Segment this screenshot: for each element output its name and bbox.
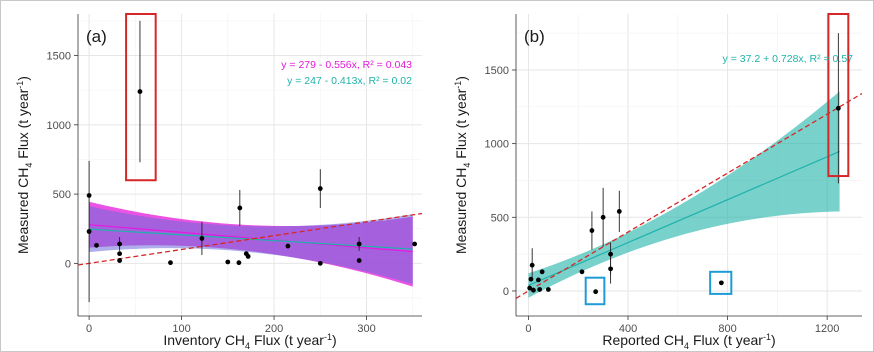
y-tick-label: 500 — [53, 189, 71, 201]
data-point — [237, 205, 243, 211]
data-point — [835, 105, 841, 111]
highlight-box — [709, 270, 733, 295]
data-point — [589, 228, 595, 233]
data-point — [608, 251, 613, 257]
x-tick-label: 300 — [357, 323, 375, 335]
data-point — [356, 258, 362, 263]
data-point — [117, 251, 123, 257]
y-tick-label: 1500 — [485, 65, 509, 77]
data-point — [225, 259, 231, 265]
confidence-band — [528, 91, 840, 298]
data-point — [168, 260, 173, 266]
data-point — [536, 277, 541, 283]
panel-label: (b) — [524, 27, 545, 46]
data-point — [545, 287, 551, 292]
data-point — [579, 269, 585, 275]
regression-equation: y = 247 - 0.413x, R² = 0.02 — [287, 75, 412, 87]
data-point — [527, 285, 533, 291]
regression-equation: y = 37.2 + 0.728x, R² = 0.57 — [723, 53, 854, 65]
data-point — [117, 258, 123, 263]
y-tick-label: 1000 — [47, 120, 71, 132]
y-tick-label: 500 — [491, 212, 509, 224]
x-axis-label: Reported CH4 Flux (t year-1) — [602, 332, 775, 351]
data-point — [528, 276, 534, 282]
data-point — [356, 241, 362, 247]
data-point — [531, 287, 536, 293]
data-point — [608, 266, 613, 272]
data-point — [537, 287, 543, 292]
data-point — [236, 260, 242, 266]
data-point — [593, 289, 599, 295]
y-axis-label: Measured CH4 Flux (t year-1) — [453, 76, 472, 254]
x-tick-label: 0 — [525, 323, 531, 335]
highlight-box — [125, 13, 157, 182]
y-tick-label: 1000 — [485, 139, 509, 151]
fit-line — [528, 150, 840, 287]
y-axis-label: Measured CH4 Flux (t year-1) — [15, 76, 34, 254]
data-point — [539, 269, 545, 275]
data-point — [199, 236, 205, 241]
plot-area — [78, 20, 422, 303]
data-point — [137, 89, 143, 94]
x-tick-label: 1200 — [815, 323, 839, 335]
x-tick-label: 800 — [718, 323, 736, 335]
y-tick-label: 0 — [503, 286, 509, 298]
confidence-band — [89, 206, 413, 285]
panel-b: 0 400 800 1200 0 500 1000 1500 (b) y = 37.2 + 0.7… — [453, 13, 862, 351]
x-axis-label: Inventory CH4 Flux (t year-1) — [163, 332, 336, 351]
plot-area — [516, 33, 862, 299]
panel-label: (a) — [86, 27, 107, 46]
data-point — [317, 186, 323, 191]
data-point — [412, 241, 418, 247]
highlight-box — [584, 276, 606, 306]
one-to-one-line — [516, 92, 862, 299]
x-tick-label: 400 — [619, 323, 637, 335]
y-tick-label: 1500 — [47, 51, 71, 63]
data-point — [245, 254, 251, 259]
highlight-box — [827, 13, 850, 178]
data-point — [317, 260, 323, 266]
data-point — [529, 262, 535, 268]
data-point — [616, 209, 622, 214]
x-tick-label: 100 — [172, 323, 190, 335]
panel-a: 0 100 200 300 0 500 1000 1500 (a) y = 279 - 0.556… — [15, 13, 422, 351]
y-tick-label: 0 — [65, 258, 71, 270]
data-point — [94, 242, 99, 248]
data-point — [86, 193, 92, 198]
data-point — [86, 229, 92, 234]
one-to-one-line — [78, 212, 422, 266]
data-point — [718, 280, 724, 286]
x-tick-label: 0 — [86, 323, 92, 335]
data-point — [600, 214, 606, 220]
x-tick-label: 200 — [265, 323, 283, 335]
data-point — [117, 241, 123, 247]
data-point — [285, 243, 291, 249]
regression-equation: y = 279 - 0.556x, R² = 0.043 — [281, 59, 412, 71]
